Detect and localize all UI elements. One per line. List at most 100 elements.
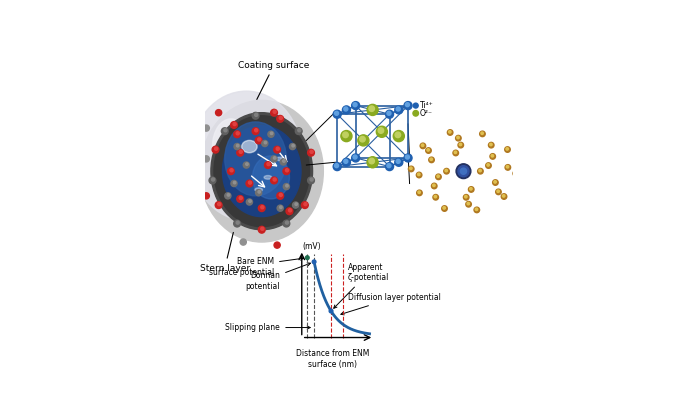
Circle shape — [230, 169, 233, 172]
Circle shape — [513, 171, 519, 176]
Circle shape — [286, 208, 293, 215]
Ellipse shape — [255, 188, 262, 192]
Circle shape — [292, 144, 295, 147]
Circle shape — [459, 143, 462, 146]
Circle shape — [295, 203, 298, 205]
Circle shape — [234, 131, 241, 138]
Circle shape — [310, 150, 313, 153]
Circle shape — [503, 195, 505, 197]
Circle shape — [358, 135, 369, 146]
Circle shape — [496, 189, 501, 195]
Circle shape — [236, 132, 239, 135]
Circle shape — [255, 113, 258, 116]
Circle shape — [276, 116, 284, 122]
Circle shape — [256, 137, 262, 144]
Circle shape — [239, 150, 242, 153]
Circle shape — [386, 162, 393, 170]
Circle shape — [489, 142, 494, 148]
Circle shape — [246, 163, 248, 165]
Circle shape — [387, 164, 391, 168]
Circle shape — [501, 194, 507, 199]
Circle shape — [304, 203, 307, 206]
Circle shape — [413, 110, 419, 116]
Circle shape — [252, 112, 259, 119]
Circle shape — [307, 177, 314, 184]
Circle shape — [258, 205, 265, 212]
Circle shape — [351, 154, 360, 162]
Circle shape — [228, 194, 230, 196]
Circle shape — [470, 188, 472, 190]
Circle shape — [377, 126, 387, 137]
Circle shape — [240, 239, 246, 245]
Circle shape — [447, 130, 453, 135]
Ellipse shape — [214, 116, 309, 227]
Circle shape — [273, 178, 276, 181]
Circle shape — [286, 221, 288, 224]
Circle shape — [298, 129, 301, 132]
Circle shape — [453, 150, 459, 156]
Circle shape — [342, 106, 351, 114]
Circle shape — [435, 174, 441, 180]
Circle shape — [239, 196, 242, 200]
Circle shape — [185, 153, 190, 158]
Circle shape — [335, 164, 339, 168]
Circle shape — [465, 196, 467, 198]
Circle shape — [353, 103, 357, 107]
Circle shape — [279, 206, 282, 208]
Text: Donnan
potential: Donnan potential — [246, 263, 311, 291]
Circle shape — [276, 192, 284, 199]
Circle shape — [234, 144, 240, 150]
Circle shape — [454, 151, 456, 154]
Circle shape — [477, 168, 483, 174]
Circle shape — [514, 172, 517, 174]
Circle shape — [416, 172, 422, 178]
Circle shape — [261, 227, 264, 230]
Text: Ti⁴⁺: Ti⁴⁺ — [420, 101, 434, 110]
Circle shape — [312, 260, 316, 264]
Circle shape — [486, 163, 491, 168]
Circle shape — [433, 194, 438, 200]
Circle shape — [487, 164, 489, 166]
Circle shape — [237, 144, 239, 147]
Text: Stern layer: Stern layer — [199, 232, 250, 273]
Circle shape — [221, 128, 228, 134]
Circle shape — [490, 143, 492, 146]
Circle shape — [264, 141, 267, 144]
Circle shape — [491, 154, 494, 157]
Circle shape — [233, 181, 236, 184]
Circle shape — [430, 158, 433, 160]
Circle shape — [393, 130, 405, 142]
Circle shape — [295, 128, 302, 134]
Circle shape — [387, 111, 391, 115]
Ellipse shape — [191, 91, 302, 220]
Ellipse shape — [213, 119, 249, 174]
Circle shape — [481, 132, 484, 134]
Circle shape — [405, 155, 409, 159]
Circle shape — [457, 136, 459, 139]
Circle shape — [276, 147, 279, 150]
Circle shape — [367, 157, 378, 168]
Circle shape — [437, 175, 440, 178]
Circle shape — [497, 190, 499, 192]
Circle shape — [256, 190, 262, 196]
Circle shape — [224, 129, 227, 132]
Circle shape — [443, 207, 445, 209]
Circle shape — [442, 206, 447, 211]
Ellipse shape — [253, 156, 290, 199]
Circle shape — [258, 138, 261, 141]
Circle shape — [218, 203, 220, 206]
Circle shape — [212, 146, 219, 153]
Circle shape — [444, 168, 449, 174]
Circle shape — [505, 165, 510, 170]
Circle shape — [277, 205, 284, 211]
Circle shape — [203, 156, 209, 162]
Circle shape — [329, 309, 333, 313]
Circle shape — [360, 136, 365, 142]
Circle shape — [284, 184, 290, 190]
Circle shape — [279, 193, 282, 196]
Circle shape — [283, 220, 290, 227]
Circle shape — [386, 110, 393, 118]
Circle shape — [493, 180, 498, 185]
Circle shape — [231, 180, 237, 186]
Circle shape — [293, 202, 299, 208]
